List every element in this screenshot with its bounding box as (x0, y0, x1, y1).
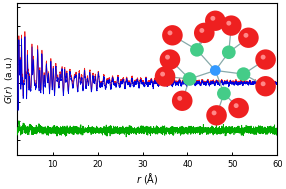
Circle shape (228, 98, 249, 118)
Circle shape (190, 43, 204, 57)
Circle shape (168, 30, 172, 35)
Circle shape (206, 105, 227, 125)
Circle shape (160, 49, 180, 70)
X-axis label: $r$ (Å): $r$ (Å) (136, 170, 158, 186)
Circle shape (199, 28, 204, 33)
Circle shape (155, 66, 175, 87)
Circle shape (210, 16, 215, 21)
Circle shape (183, 72, 196, 86)
Circle shape (222, 46, 236, 59)
Circle shape (238, 28, 259, 48)
Circle shape (255, 49, 276, 70)
Circle shape (234, 103, 239, 108)
Circle shape (243, 33, 249, 38)
Y-axis label: $G(r)$  (a.u.): $G(r)$ (a.u.) (3, 55, 15, 104)
Circle shape (217, 87, 231, 100)
Circle shape (172, 91, 192, 111)
Circle shape (165, 55, 170, 60)
Circle shape (212, 111, 217, 115)
Circle shape (221, 15, 242, 36)
Circle shape (255, 76, 276, 96)
Circle shape (205, 11, 226, 31)
Circle shape (261, 55, 266, 60)
Circle shape (226, 21, 231, 26)
Circle shape (237, 67, 250, 81)
Circle shape (162, 25, 183, 46)
Circle shape (210, 65, 221, 76)
Circle shape (194, 23, 214, 43)
Circle shape (160, 72, 165, 77)
Circle shape (261, 81, 266, 86)
Circle shape (177, 96, 182, 101)
